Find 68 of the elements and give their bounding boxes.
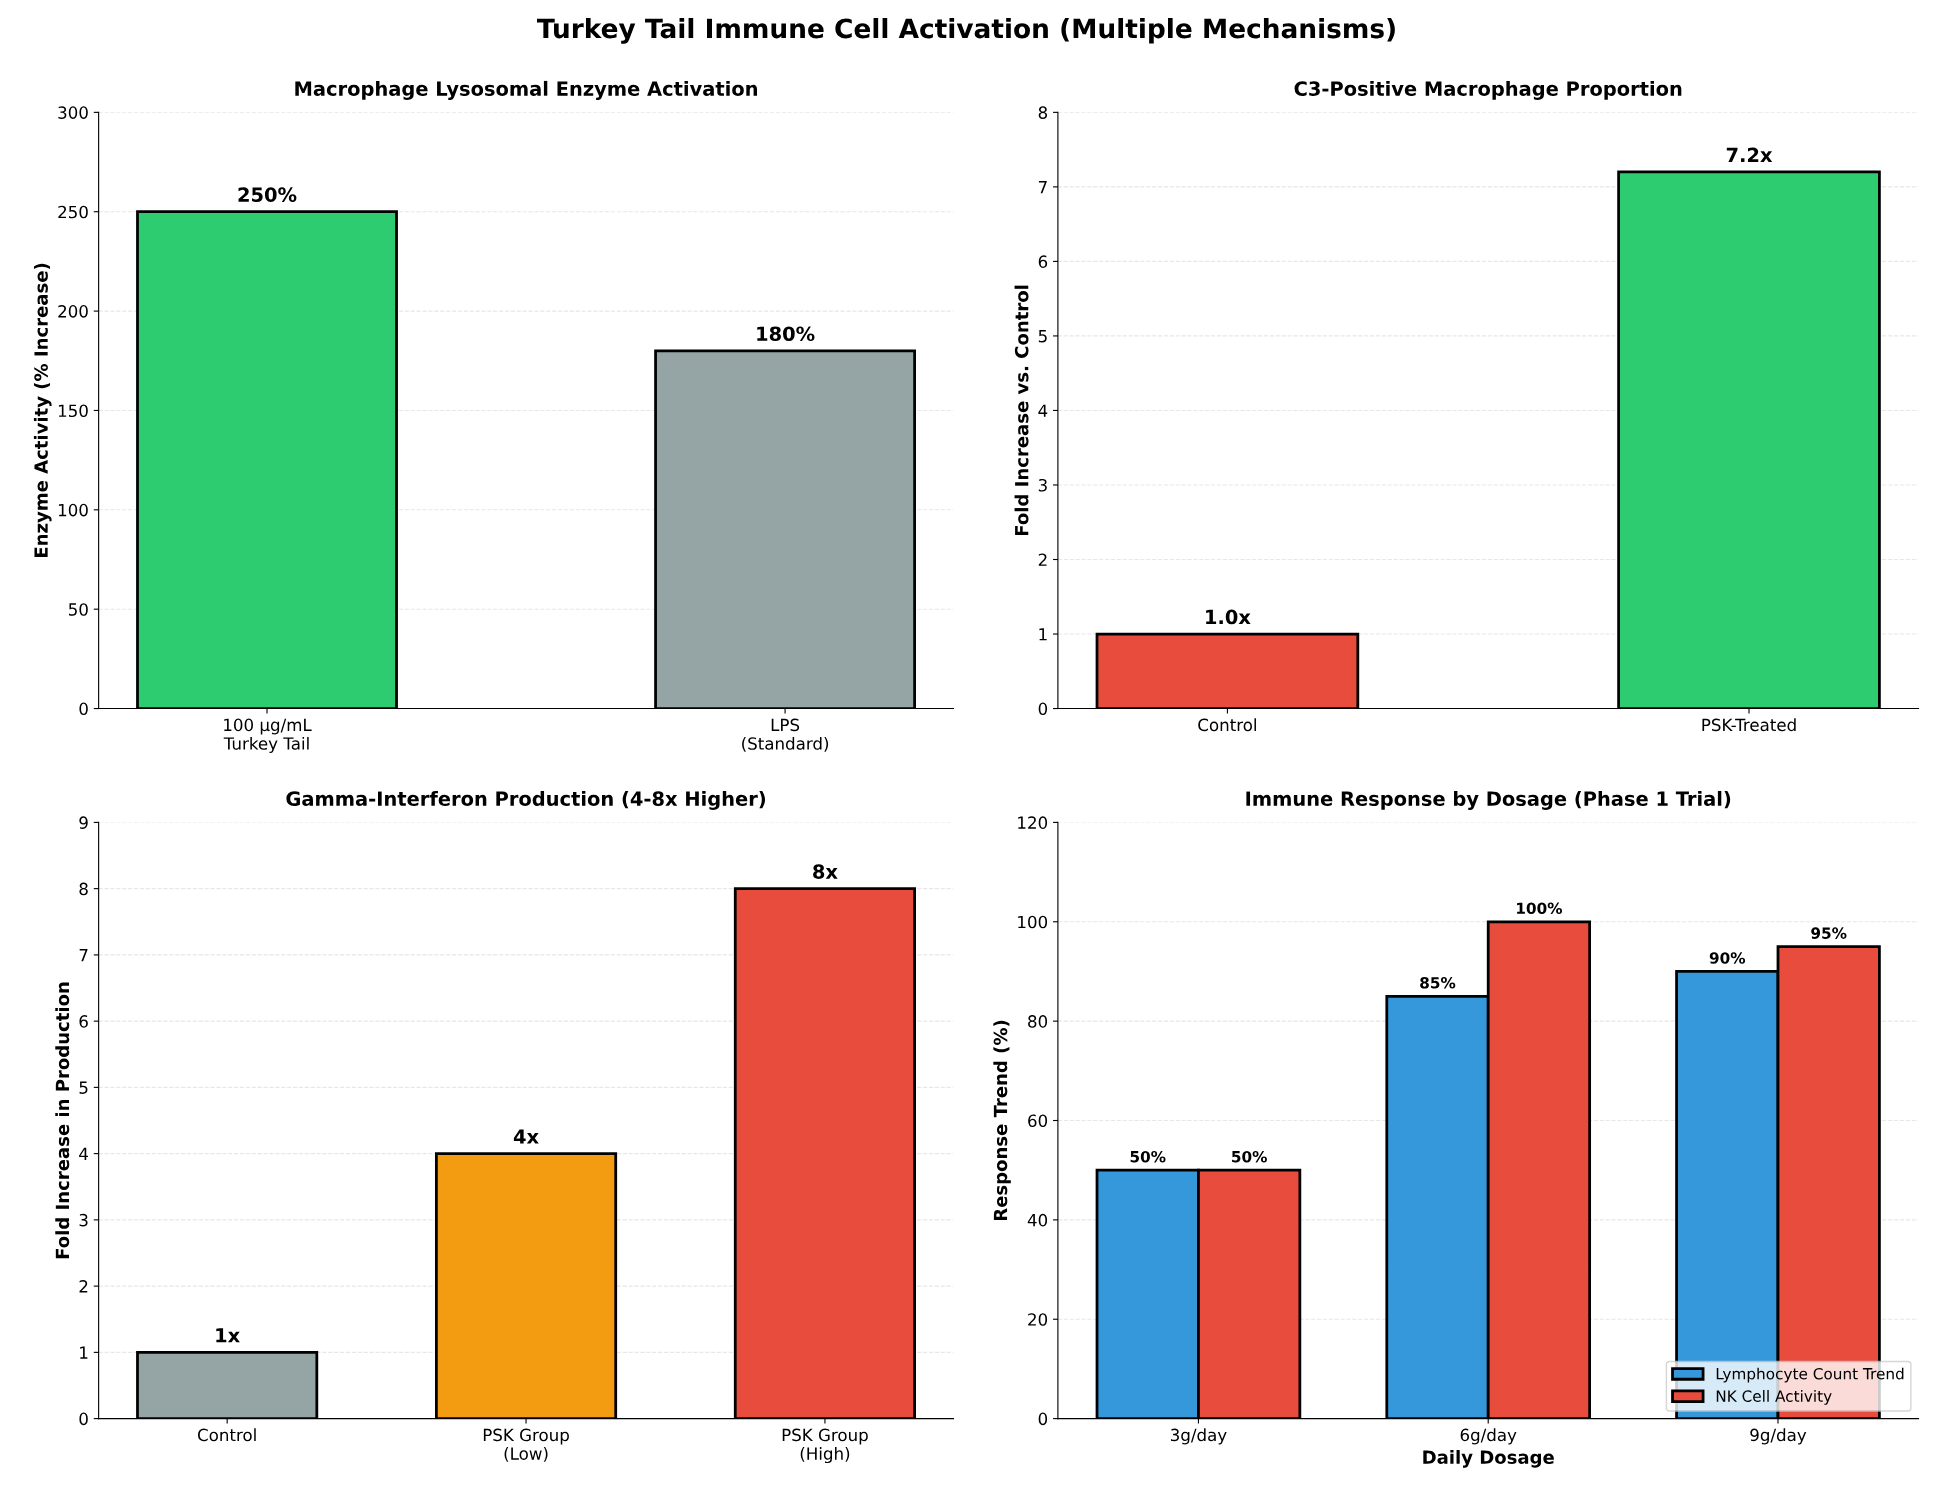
y-tick-label: 100 xyxy=(58,503,88,517)
data-label: 250% xyxy=(238,187,297,202)
text: Turkey Tail Immune Cell Activation (Multiple Mechanisms) xyxy=(536,17,1395,44)
y-tick-label: 40 xyxy=(1027,1213,1048,1227)
y-tick-label: 7 xyxy=(1038,181,1047,194)
y-tick-label: 1 xyxy=(1039,628,1047,641)
x-tick-label: PSK Group (Low) xyxy=(483,1428,569,1462)
y-tick-label: 2 xyxy=(1038,553,1047,566)
y-axis-title: Enzyme Activity (% Increase) xyxy=(33,263,52,558)
y-tick-label: 200 xyxy=(58,305,88,318)
data-label: 180% xyxy=(757,326,815,342)
y-tick-label: 5 xyxy=(1038,330,1047,343)
y-tick-label: 5 xyxy=(79,1081,88,1094)
y-tick-label: 4 xyxy=(1038,404,1048,417)
legend-label: Lymphocyte Count Trend xyxy=(1716,1367,1904,1383)
data-label: 95% xyxy=(1811,927,1847,939)
data-label: 1x xyxy=(216,1328,240,1343)
y-tick-label: 0 xyxy=(79,1412,88,1426)
data-label: 50% xyxy=(1130,1150,1166,1163)
y-tick-label: 3 xyxy=(1038,478,1047,492)
data-label: 90% xyxy=(1709,952,1746,964)
data-label: 100% xyxy=(1517,902,1563,915)
x-axis-title: Daily Dosage xyxy=(1423,1450,1554,1468)
x-tick-label: Control xyxy=(197,1428,256,1442)
y-axis-title: Fold Increase vs. Control xyxy=(1014,285,1029,536)
y-tick-label: 150 xyxy=(58,404,88,418)
y-tick-label: 9 xyxy=(79,816,88,829)
x-tick-label: LPS (Standard) xyxy=(742,718,829,752)
data-label: 85% xyxy=(1420,977,1456,989)
y-tick-label: 6 xyxy=(79,1015,88,1028)
data-label: 1.0x xyxy=(1206,609,1251,625)
y-tick-label: 250 xyxy=(58,205,88,219)
y-tick-label: 2 xyxy=(79,1280,88,1293)
y-tick-label: 120 xyxy=(1018,816,1048,829)
y-tick-label: 8 xyxy=(1038,106,1048,119)
y-tick-label: 20 xyxy=(1028,1313,1048,1326)
x-tick-label: 6g/day xyxy=(1460,1428,1517,1445)
x-tick-label: 100 μg/mL Turkey Tail xyxy=(223,718,312,754)
y-tick-label: 300 xyxy=(58,106,88,119)
x-tick-label: Control xyxy=(1198,718,1256,732)
y-tick-label: 8 xyxy=(79,882,88,896)
chart-title: Gamma-Interferon Production (4-8x Higher) xyxy=(286,790,766,810)
y-tick-label: 3 xyxy=(79,1213,88,1227)
data-label: 8x xyxy=(813,864,838,879)
y-tick-label: 60 xyxy=(1028,1114,1048,1128)
legend-label: NK Cell Activity xyxy=(1716,1390,1832,1405)
y-tick-label: 6 xyxy=(1038,255,1048,268)
chart-title: Macrophage Lysosomal Enzyme Activation xyxy=(295,80,758,100)
x-tick-label: PSK Group (High) xyxy=(782,1428,868,1464)
y-tick-label: 7 xyxy=(79,949,88,962)
x-tick-label: 9g/day xyxy=(1750,1428,1807,1445)
y-tick-label: 0 xyxy=(1038,702,1048,716)
y-tick-label: 0 xyxy=(79,702,88,716)
x-tick-label: PSK-Treated xyxy=(1702,718,1796,732)
data-label: 50% xyxy=(1232,1150,1267,1163)
data-label: 7.2x xyxy=(1726,147,1773,162)
y-tick-label: 4 xyxy=(79,1147,88,1160)
y-tick-label: 80 xyxy=(1028,1015,1048,1028)
chart-title: C3-Positive Macrophage Proportion xyxy=(1294,80,1682,100)
y-tick-label: 0 xyxy=(1038,1412,1048,1426)
y-axis-title: Fold Increase in Production xyxy=(55,982,70,1259)
y-axis-title: Response Trend (%) xyxy=(993,1020,1011,1221)
data-label: 4x xyxy=(513,1129,539,1144)
y-tick-label: 100 xyxy=(1018,915,1048,929)
y-tick-label: 50 xyxy=(68,603,88,616)
y-tick-label: 1 xyxy=(80,1346,88,1359)
x-tick-label: 3g/day xyxy=(1170,1428,1227,1445)
chart-title: Immune Response by Dosage (Phase 1 Trial) xyxy=(1246,790,1731,810)
